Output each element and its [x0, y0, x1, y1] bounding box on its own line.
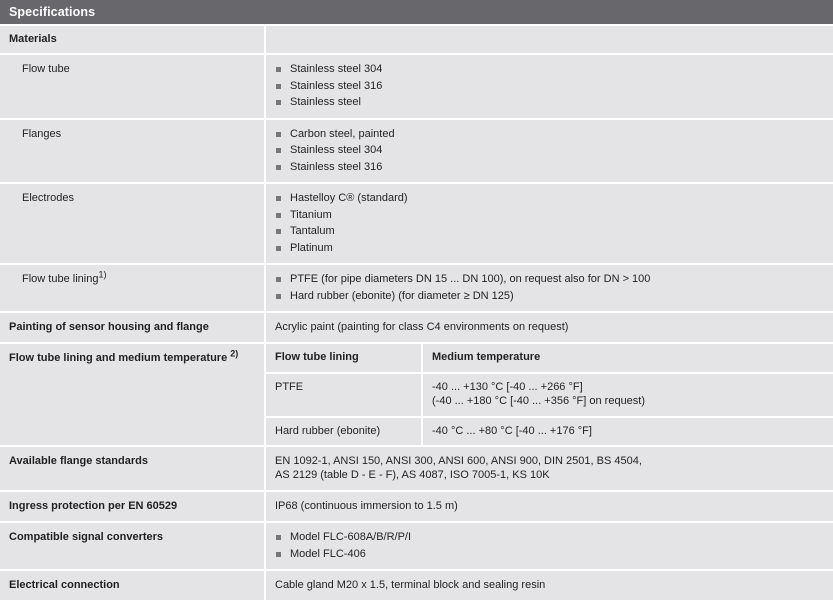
- subtable-cell-lining-ptfe: PTFE: [266, 371, 421, 416]
- row-value-electrodes: Hastelloy C® (standard) Titanium Tantalu…: [264, 182, 833, 263]
- list-item-label: Hastelloy C® (standard): [290, 192, 408, 204]
- row-label-flanges: Flanges: [0, 117, 264, 182]
- list-item: Stainless steel 316: [275, 79, 825, 94]
- list-item: Stainless steel: [275, 95, 825, 110]
- list-item-label: Stainless steel 304: [290, 144, 383, 156]
- table-row-flanges: Flanges Carbon steel, painted Stainless …: [0, 117, 833, 182]
- bullet-list-flow-tube: Stainless steel 304 Stainless steel 316 …: [275, 62, 825, 110]
- list-item-label: Stainless steel 304: [290, 63, 383, 75]
- list-item: Stainless steel 316: [275, 160, 825, 175]
- list-item-label: Stainless steel 316: [290, 160, 383, 173]
- list-item-label: Hard rubber (ebonite) (for diameter ≥ DN…: [290, 289, 514, 302]
- table-row-electrical-connection: Electrical connection Cable gland M20 x …: [0, 569, 833, 600]
- list-item-label: Titanium: [290, 208, 332, 221]
- subtable-header-temperature: Medium temperature: [421, 344, 833, 372]
- table-row-painting: Painting of sensor housing and flange Ac…: [0, 311, 833, 342]
- subtable-row-hard-rubber: Hard rubber (ebonite) -40 °C ... +80 °C …: [266, 415, 833, 445]
- list-item-label: Tantalum: [290, 225, 335, 237]
- list-item-label: Stainless steel 316: [290, 79, 383, 92]
- row-value-painting: Acrylic paint (painting for class C4 env…: [264, 311, 833, 342]
- row-value-electrical-connection: Cable gland M20 x 1.5, terminal block an…: [264, 569, 833, 600]
- subtable-cell-temperature-ptfe: -40 ... +130 °C [-40 ... +266 °F] (-40 .…: [421, 371, 833, 416]
- table-row-flow-tube: Flow tube Stainless steel 304 Stainless …: [0, 53, 833, 118]
- bullet-square-icon: [276, 293, 281, 299]
- section-value-materials-empty: [264, 24, 833, 53]
- section-label-materials: Materials: [0, 24, 264, 53]
- subtable-row-ptfe: PTFE -40 ... +130 °C [-40 ... +266 °F] (…: [266, 371, 833, 416]
- list-item-label: Carbon steel, painted: [290, 127, 395, 140]
- bullet-list-electrodes: Hastelloy C® (standard) Titanium Tantalu…: [275, 191, 825, 255]
- row-value-flanges: Carbon steel, painted Stainless steel 30…: [264, 117, 833, 182]
- specifications-header-title: Specifications: [0, 0, 833, 24]
- subtable-cell-temperature-hard-rubber: -40 °C ... +80 °C [-40 ... +176 °F]: [421, 415, 833, 445]
- row-label-signal-converters: Compatible signal converters: [0, 521, 264, 569]
- list-item: Hastelloy C® (standard): [275, 191, 825, 206]
- bullet-square-icon: [276, 100, 281, 105]
- row-label-flow-tube: Flow tube: [0, 53, 264, 118]
- list-item-label: Model FLC-608A/B/R/P/I: [290, 531, 412, 543]
- list-item-label: PTFE (for pipe diameters DN 15 ... DN 10…: [290, 273, 651, 285]
- table-row-electrodes: Electrodes Hastelloy C® (standard) Titan…: [0, 182, 833, 263]
- table-header-row: Specifications: [0, 0, 833, 24]
- bullet-square-icon: [276, 245, 281, 251]
- list-item: Model FLC-608A/B/R/P/I: [275, 530, 825, 545]
- bullet-list-flanges: Carbon steel, painted Stainless steel 30…: [275, 127, 825, 175]
- bullet-square-icon: [276, 277, 281, 282]
- list-item: Model FLC-406: [275, 547, 825, 562]
- row-label-lining-temperature: Flow tube lining and medium temperature …: [0, 342, 264, 445]
- subtable-header-row: Flow tube lining Medium temperature: [266, 344, 833, 372]
- row-label-electrical-connection: Electrical connection: [0, 569, 264, 600]
- table-row-signal-converters: Compatible signal converters Model FLC-6…: [0, 521, 833, 569]
- list-item: Carbon steel, painted: [275, 127, 825, 142]
- table-row-ingress-protection: Ingress protection per EN 60529 IP68 (co…: [0, 490, 833, 521]
- bullet-square-icon: [276, 196, 281, 201]
- row-label-text: Flow tube lining and medium temperature: [9, 352, 228, 364]
- table-row-flange-standards: Available flange standards EN 1092-1, AN…: [0, 445, 833, 490]
- table-row-lining-temperature: Flow tube lining and medium temperature …: [0, 342, 833, 445]
- bullet-square-icon: [276, 164, 281, 170]
- row-value-flow-tube: Stainless steel 304 Stainless steel 316 …: [264, 53, 833, 118]
- list-item: Platinum: [275, 241, 825, 256]
- list-item: Tantalum: [275, 224, 825, 239]
- row-label-painting: Painting of sensor housing and flange: [0, 311, 264, 342]
- bullet-square-icon: [276, 67, 281, 72]
- table-row-flow-tube-lining: Flow tube lining1) PTFE (for pipe diamet…: [0, 263, 833, 311]
- row-label-ingress-protection: Ingress protection per EN 60529: [0, 490, 264, 521]
- bullet-square-icon: [276, 148, 281, 153]
- row-label-flow-tube-lining: Flow tube lining1): [0, 263, 264, 311]
- subtable-cell-lining-hard-rubber: Hard rubber (ebonite): [266, 415, 421, 445]
- bullet-square-icon: [276, 229, 281, 234]
- list-item-label: Stainless steel: [290, 96, 361, 108]
- bullet-list-signal-converters: Model FLC-608A/B/R/P/I Model FLC-406: [275, 530, 825, 561]
- bullet-square-icon: [276, 535, 281, 540]
- bullet-square-icon: [276, 212, 281, 218]
- row-label-electrodes: Electrodes: [0, 182, 264, 263]
- list-item-label: Model FLC-406: [290, 547, 366, 560]
- lining-temperature-subtable: Flow tube lining Medium temperature PTFE…: [266, 344, 833, 445]
- list-item: Titanium: [275, 208, 825, 223]
- row-value-flange-standards: EN 1092-1, ANSI 150, ANSI 300, ANSI 600,…: [264, 445, 833, 490]
- list-item: PTFE (for pipe diameters DN 15 ... DN 10…: [275, 272, 825, 287]
- row-value-ingress-protection: IP68 (continuous immersion to 1.5 m): [264, 490, 833, 521]
- list-item-label: Platinum: [290, 241, 333, 254]
- bullet-square-icon: [276, 551, 281, 557]
- bullet-square-icon: [276, 131, 281, 137]
- row-value-flow-tube-lining: PTFE (for pipe diameters DN 15 ... DN 10…: [264, 263, 833, 311]
- row-label-flange-standards: Available flange standards: [0, 445, 264, 490]
- list-item: Hard rubber (ebonite) (for diameter ≥ DN…: [275, 289, 825, 304]
- footnote-marker: 2): [230, 348, 239, 359]
- bullet-square-icon: [276, 83, 281, 89]
- section-row-materials: Materials: [0, 24, 833, 53]
- footnote-marker: 1): [98, 269, 107, 280]
- row-value-signal-converters: Model FLC-608A/B/R/P/I Model FLC-406: [264, 521, 833, 569]
- row-value-lining-temperature: Flow tube lining Medium temperature PTFE…: [264, 342, 833, 445]
- list-item: Stainless steel 304: [275, 143, 825, 158]
- bullet-list-flow-tube-lining: PTFE (for pipe diameters DN 15 ... DN 10…: [275, 272, 825, 303]
- subtable-header-lining: Flow tube lining: [266, 344, 421, 372]
- list-item: Stainless steel 304: [275, 62, 825, 77]
- row-label-text: Flow tube lining: [22, 273, 99, 285]
